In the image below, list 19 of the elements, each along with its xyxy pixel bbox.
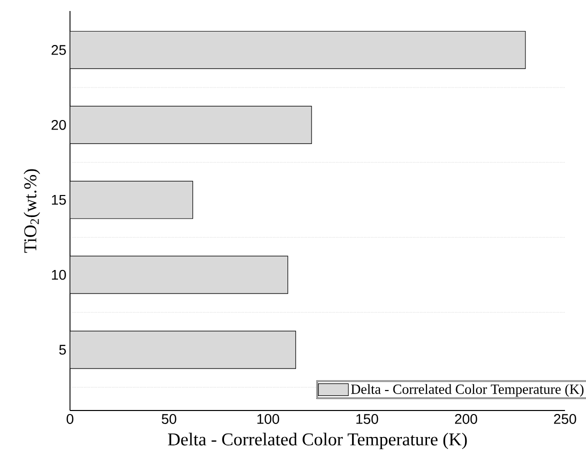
legend-label: Delta - Correlated Color Temperature (K): [351, 384, 584, 397]
x-tick-label: 200: [455, 414, 478, 424]
bar: [70, 330, 296, 369]
bar: [70, 180, 194, 219]
x-axis-title: Delta - Correlated Color Temperature (K): [168, 432, 467, 450]
x-tick-label: 0: [66, 414, 74, 424]
y-tick-label: 25: [52, 45, 66, 55]
x-tick-label: 50: [162, 414, 176, 424]
bar: [70, 30, 526, 70]
x-tick-label: 150: [356, 414, 378, 424]
y-tick-label: 5: [59, 344, 66, 355]
y-tick-label: 15: [52, 195, 66, 205]
y-tick-label: 20: [52, 120, 66, 130]
y-tick-label: 10: [52, 270, 66, 280]
bar: [70, 256, 288, 294]
y-axis-title: TiO$_{2}$(wt.%): [24, 169, 40, 253]
x-tick-label: 250: [554, 414, 576, 424]
bar: [70, 106, 312, 144]
x-tick-label: 100: [257, 414, 280, 424]
